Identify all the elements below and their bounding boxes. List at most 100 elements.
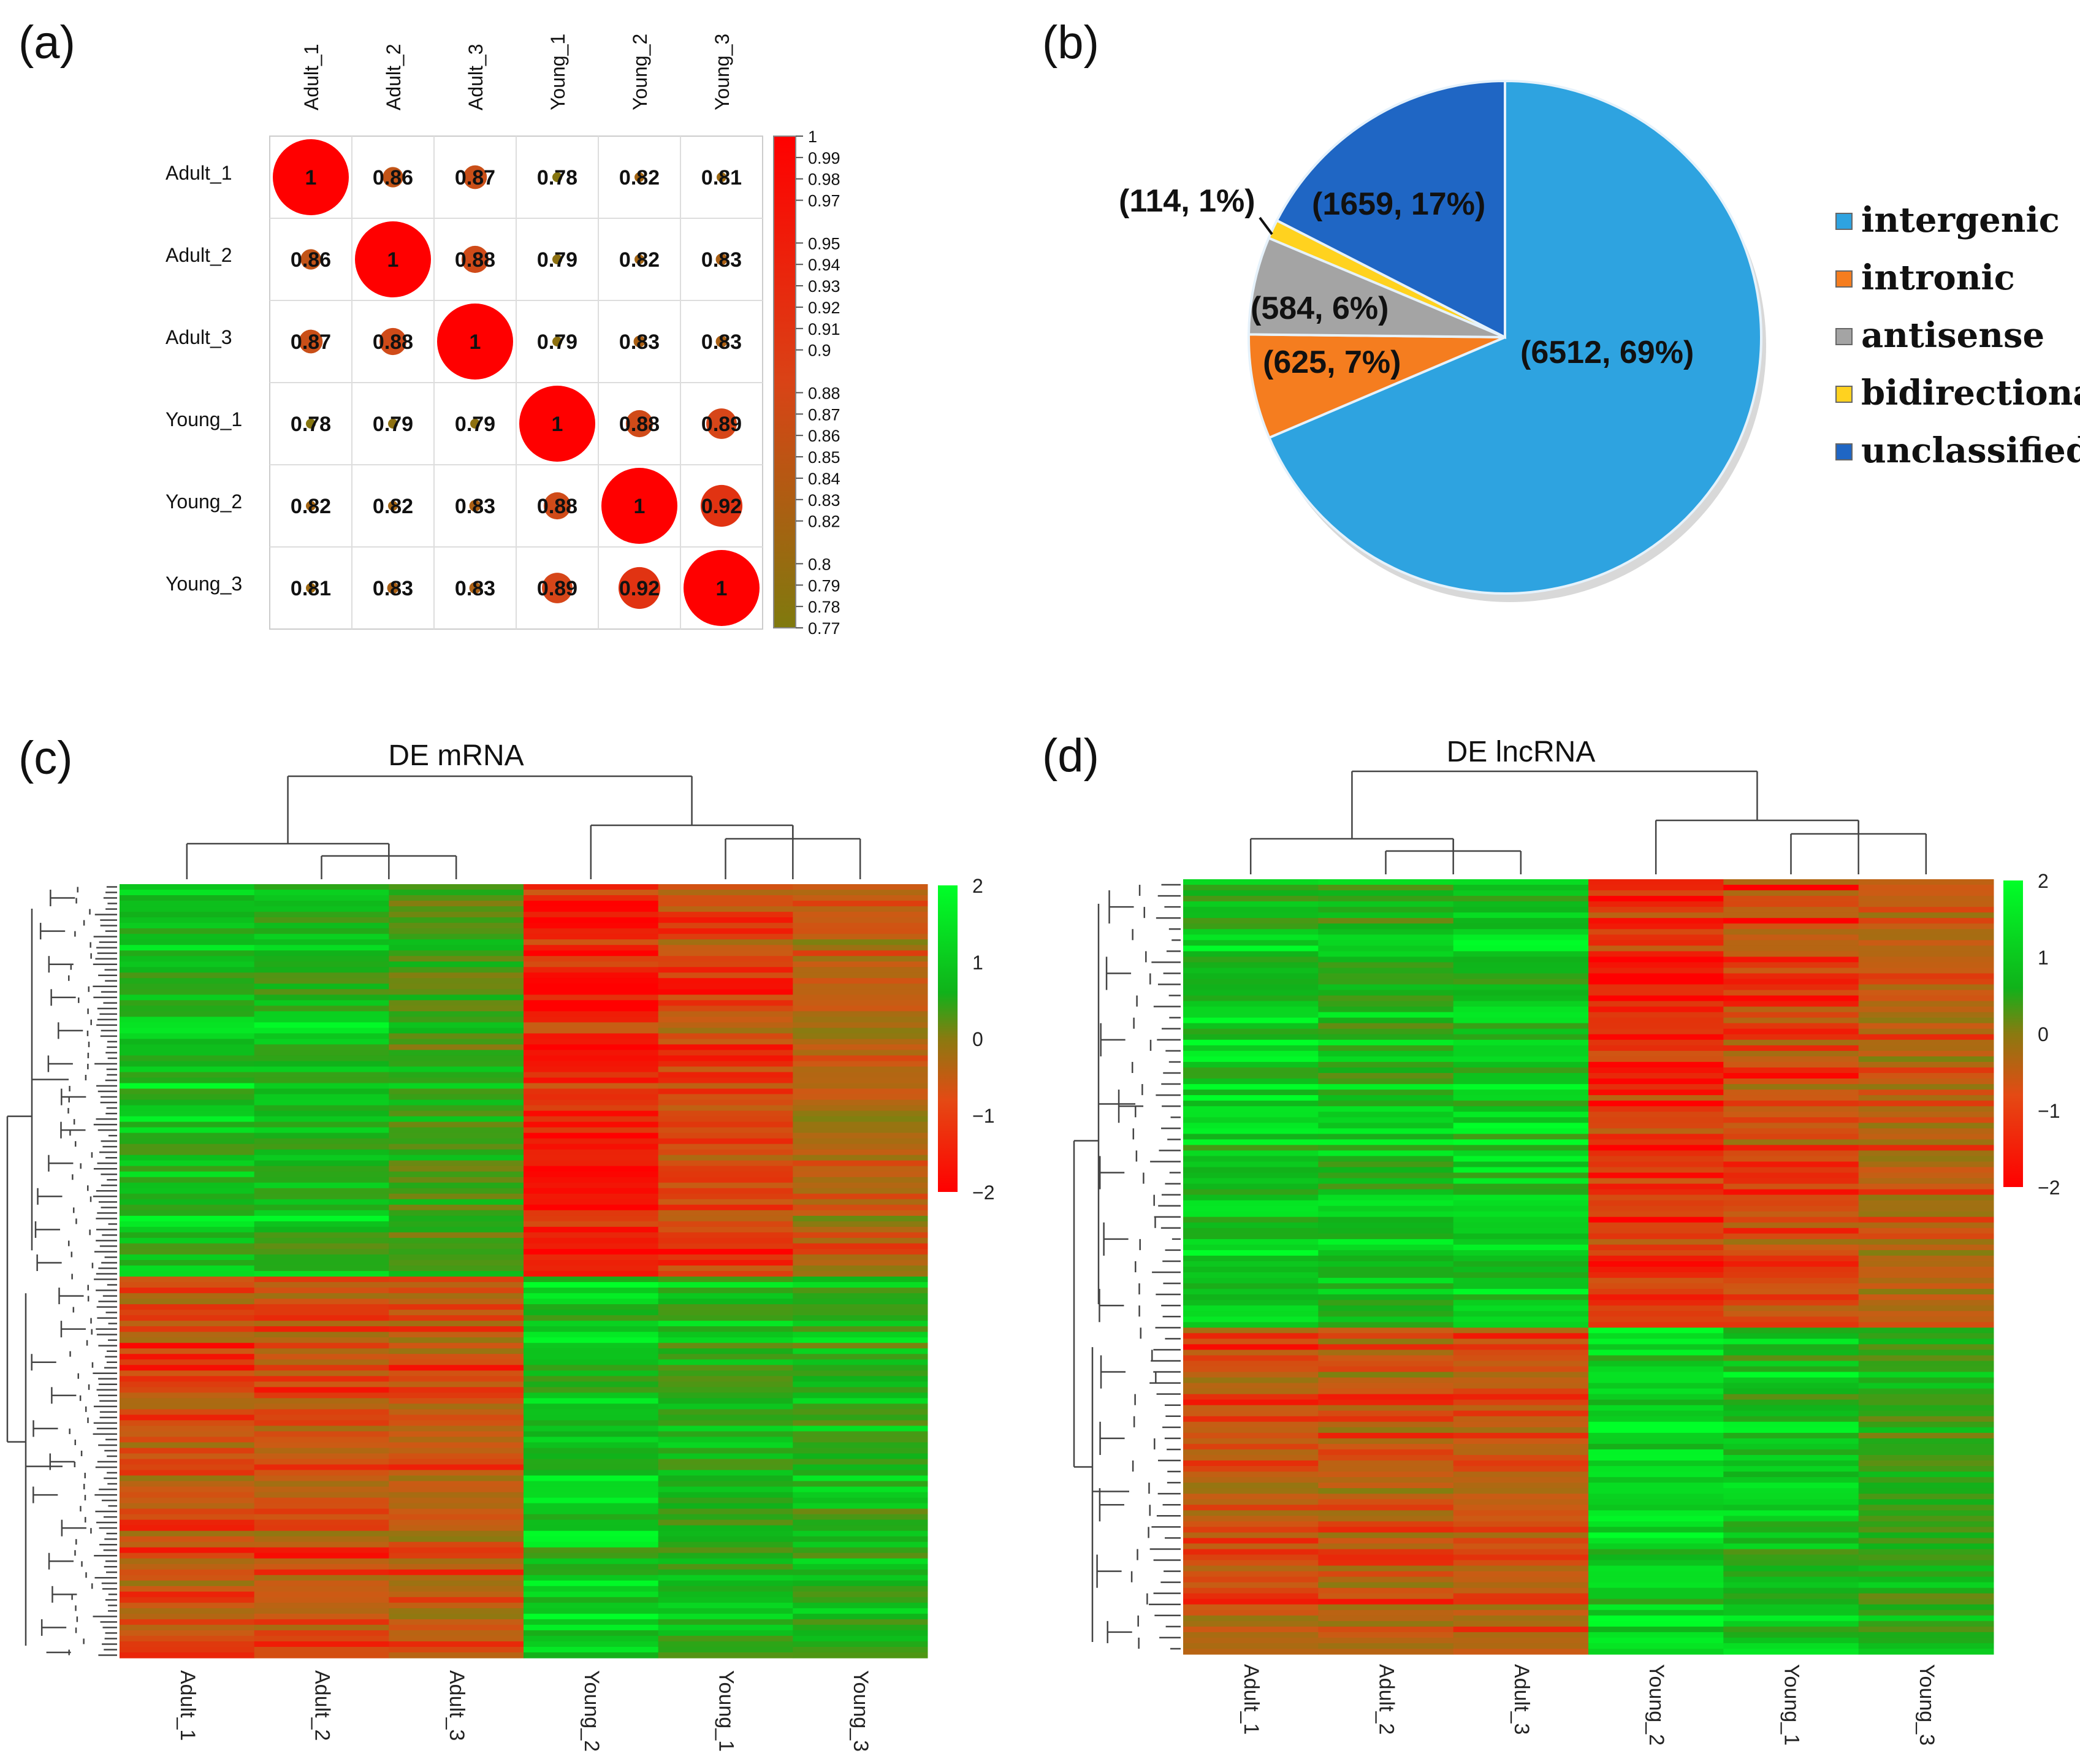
heatmap-cell [254, 950, 389, 956]
heatmap-cell [120, 1310, 255, 1316]
heatmap-cell [1318, 1477, 1454, 1483]
heatmap-cell [1858, 1061, 1994, 1068]
heatmap-cell [1588, 1643, 1724, 1649]
heatmap-cell [1858, 1205, 1994, 1212]
heatmap-cell [1318, 1216, 1454, 1223]
colorbar-tick-label: 0.94 [808, 256, 840, 274]
heatmap-cell [1858, 885, 1994, 891]
heatmap-cell [1723, 979, 1859, 985]
heatmap-cell [389, 1271, 524, 1277]
heatmap-cell [1723, 945, 1859, 952]
correlation-circle [388, 501, 398, 511]
heatmap-cell [389, 1586, 524, 1592]
heatmap-colorbar-label: −2 [972, 1182, 994, 1204]
heatmap-cell [1588, 1361, 1724, 1367]
correlation-value: 0.83 [701, 248, 742, 272]
heatmap-cell [793, 1641, 928, 1648]
heatmap-cell [1453, 1222, 1589, 1229]
heatmap-cell [1183, 1527, 1319, 1533]
heatmap-cell [1588, 1311, 1724, 1317]
heatmap-cell [524, 1354, 659, 1360]
heatmap-cell [1453, 940, 1589, 946]
heatmap-cell [1318, 1045, 1454, 1052]
heatmap-cell [524, 1409, 659, 1415]
heatmap-cell [1858, 1261, 1994, 1267]
heatmap-cell [1453, 968, 1589, 974]
heatmap-cell [1723, 1449, 1859, 1456]
heatmap-cell [1588, 890, 1724, 896]
heatmap-cell [658, 1497, 793, 1504]
heatmap-cell [1453, 1316, 1589, 1323]
heatmap-cell [1723, 1123, 1859, 1129]
heatmap-cell [1588, 1432, 1724, 1439]
heatmap-cell [120, 1619, 255, 1625]
heatmap-cell [524, 1061, 659, 1067]
heatmap-cell [389, 1381, 524, 1388]
heatmap-column-label: Adult_2 [311, 1670, 334, 1741]
heatmap-cell [1858, 1366, 1994, 1373]
heatmap-cell [1183, 1361, 1319, 1367]
heatmap-cell [1183, 945, 1319, 952]
heatmap-cell [1453, 1338, 1589, 1345]
heatmap-cell [389, 912, 524, 918]
heatmap-cell [1588, 1261, 1724, 1267]
heatmap-cell [1183, 907, 1319, 913]
heatmap-cell [793, 1552, 928, 1559]
heatmap-cell [1453, 1538, 1589, 1544]
heatmap-cell [658, 1315, 793, 1321]
heatmap-cell [389, 1426, 524, 1432]
heatmap-cell [658, 1144, 793, 1150]
heatmap-cell [1318, 1643, 1454, 1649]
heatmap-cell [658, 1437, 793, 1443]
heatmap-cell [1453, 1554, 1589, 1561]
heatmap-cell [524, 1337, 659, 1343]
heatmap-cell [658, 967, 793, 973]
heatmap-cell [1723, 1516, 1859, 1522]
heatmap-cell [1588, 1172, 1724, 1179]
heatmap-cell [1183, 1028, 1319, 1035]
heatmap-cell [1588, 1593, 1724, 1600]
heatmap-cell [1723, 1216, 1859, 1223]
heatmap-cell [1318, 1483, 1454, 1489]
heatmap-cell [524, 1182, 659, 1189]
heatmap-cell [1588, 918, 1724, 924]
heatmap-cell [389, 1508, 524, 1515]
heatmap-cell [389, 1376, 524, 1382]
heatmap-cell [1183, 1200, 1319, 1207]
panel-label-c: (c) [18, 732, 73, 784]
colorbar-tick-label: 0.82 [808, 513, 840, 531]
pie-label-antisense: (584, 6%) [1251, 291, 1389, 326]
heatmap-cell [793, 1470, 928, 1476]
heatmap-cell [1318, 1377, 1454, 1384]
heatmap-cell [1723, 1510, 1859, 1516]
heatmap-cell [793, 1337, 928, 1343]
heatmap-cell [1318, 901, 1454, 907]
heatmap-cell [658, 1541, 793, 1548]
correlation-circle [306, 583, 316, 593]
heatmap-cell [1318, 1261, 1454, 1267]
heatmap-cell [524, 1149, 659, 1156]
heatmap-cell [524, 1232, 659, 1239]
heatmap-cell [254, 1508, 389, 1515]
heatmap-cell [120, 1415, 255, 1421]
heatmap-cell [524, 945, 659, 951]
heatmap-cell [793, 983, 928, 990]
heatmap-cell [1858, 1178, 1994, 1185]
heatmap-cell [389, 1442, 524, 1448]
heatmap-cell [120, 1315, 255, 1321]
heatmap-cell [254, 890, 389, 896]
heatmap-cell [1858, 1150, 1994, 1156]
heatmap-cell [1858, 1632, 1994, 1638]
heatmap-cell [1858, 1521, 1994, 1527]
heatmap-cell [389, 1343, 524, 1349]
heatmap-cell [658, 1226, 793, 1233]
heatmap-cell [254, 1155, 389, 1161]
correlation-value: 0.89 [537, 577, 577, 600]
heatmap-title: DE lncRNA [1447, 736, 1596, 768]
heatmap-cell [254, 1000, 389, 1006]
heatmap-cell [1588, 1322, 1724, 1328]
heatmap-cell [1318, 1117, 1454, 1123]
correlation-value: 1 [716, 577, 728, 600]
heatmap-cell [658, 901, 793, 907]
heatmap-cell [1453, 1643, 1589, 1649]
